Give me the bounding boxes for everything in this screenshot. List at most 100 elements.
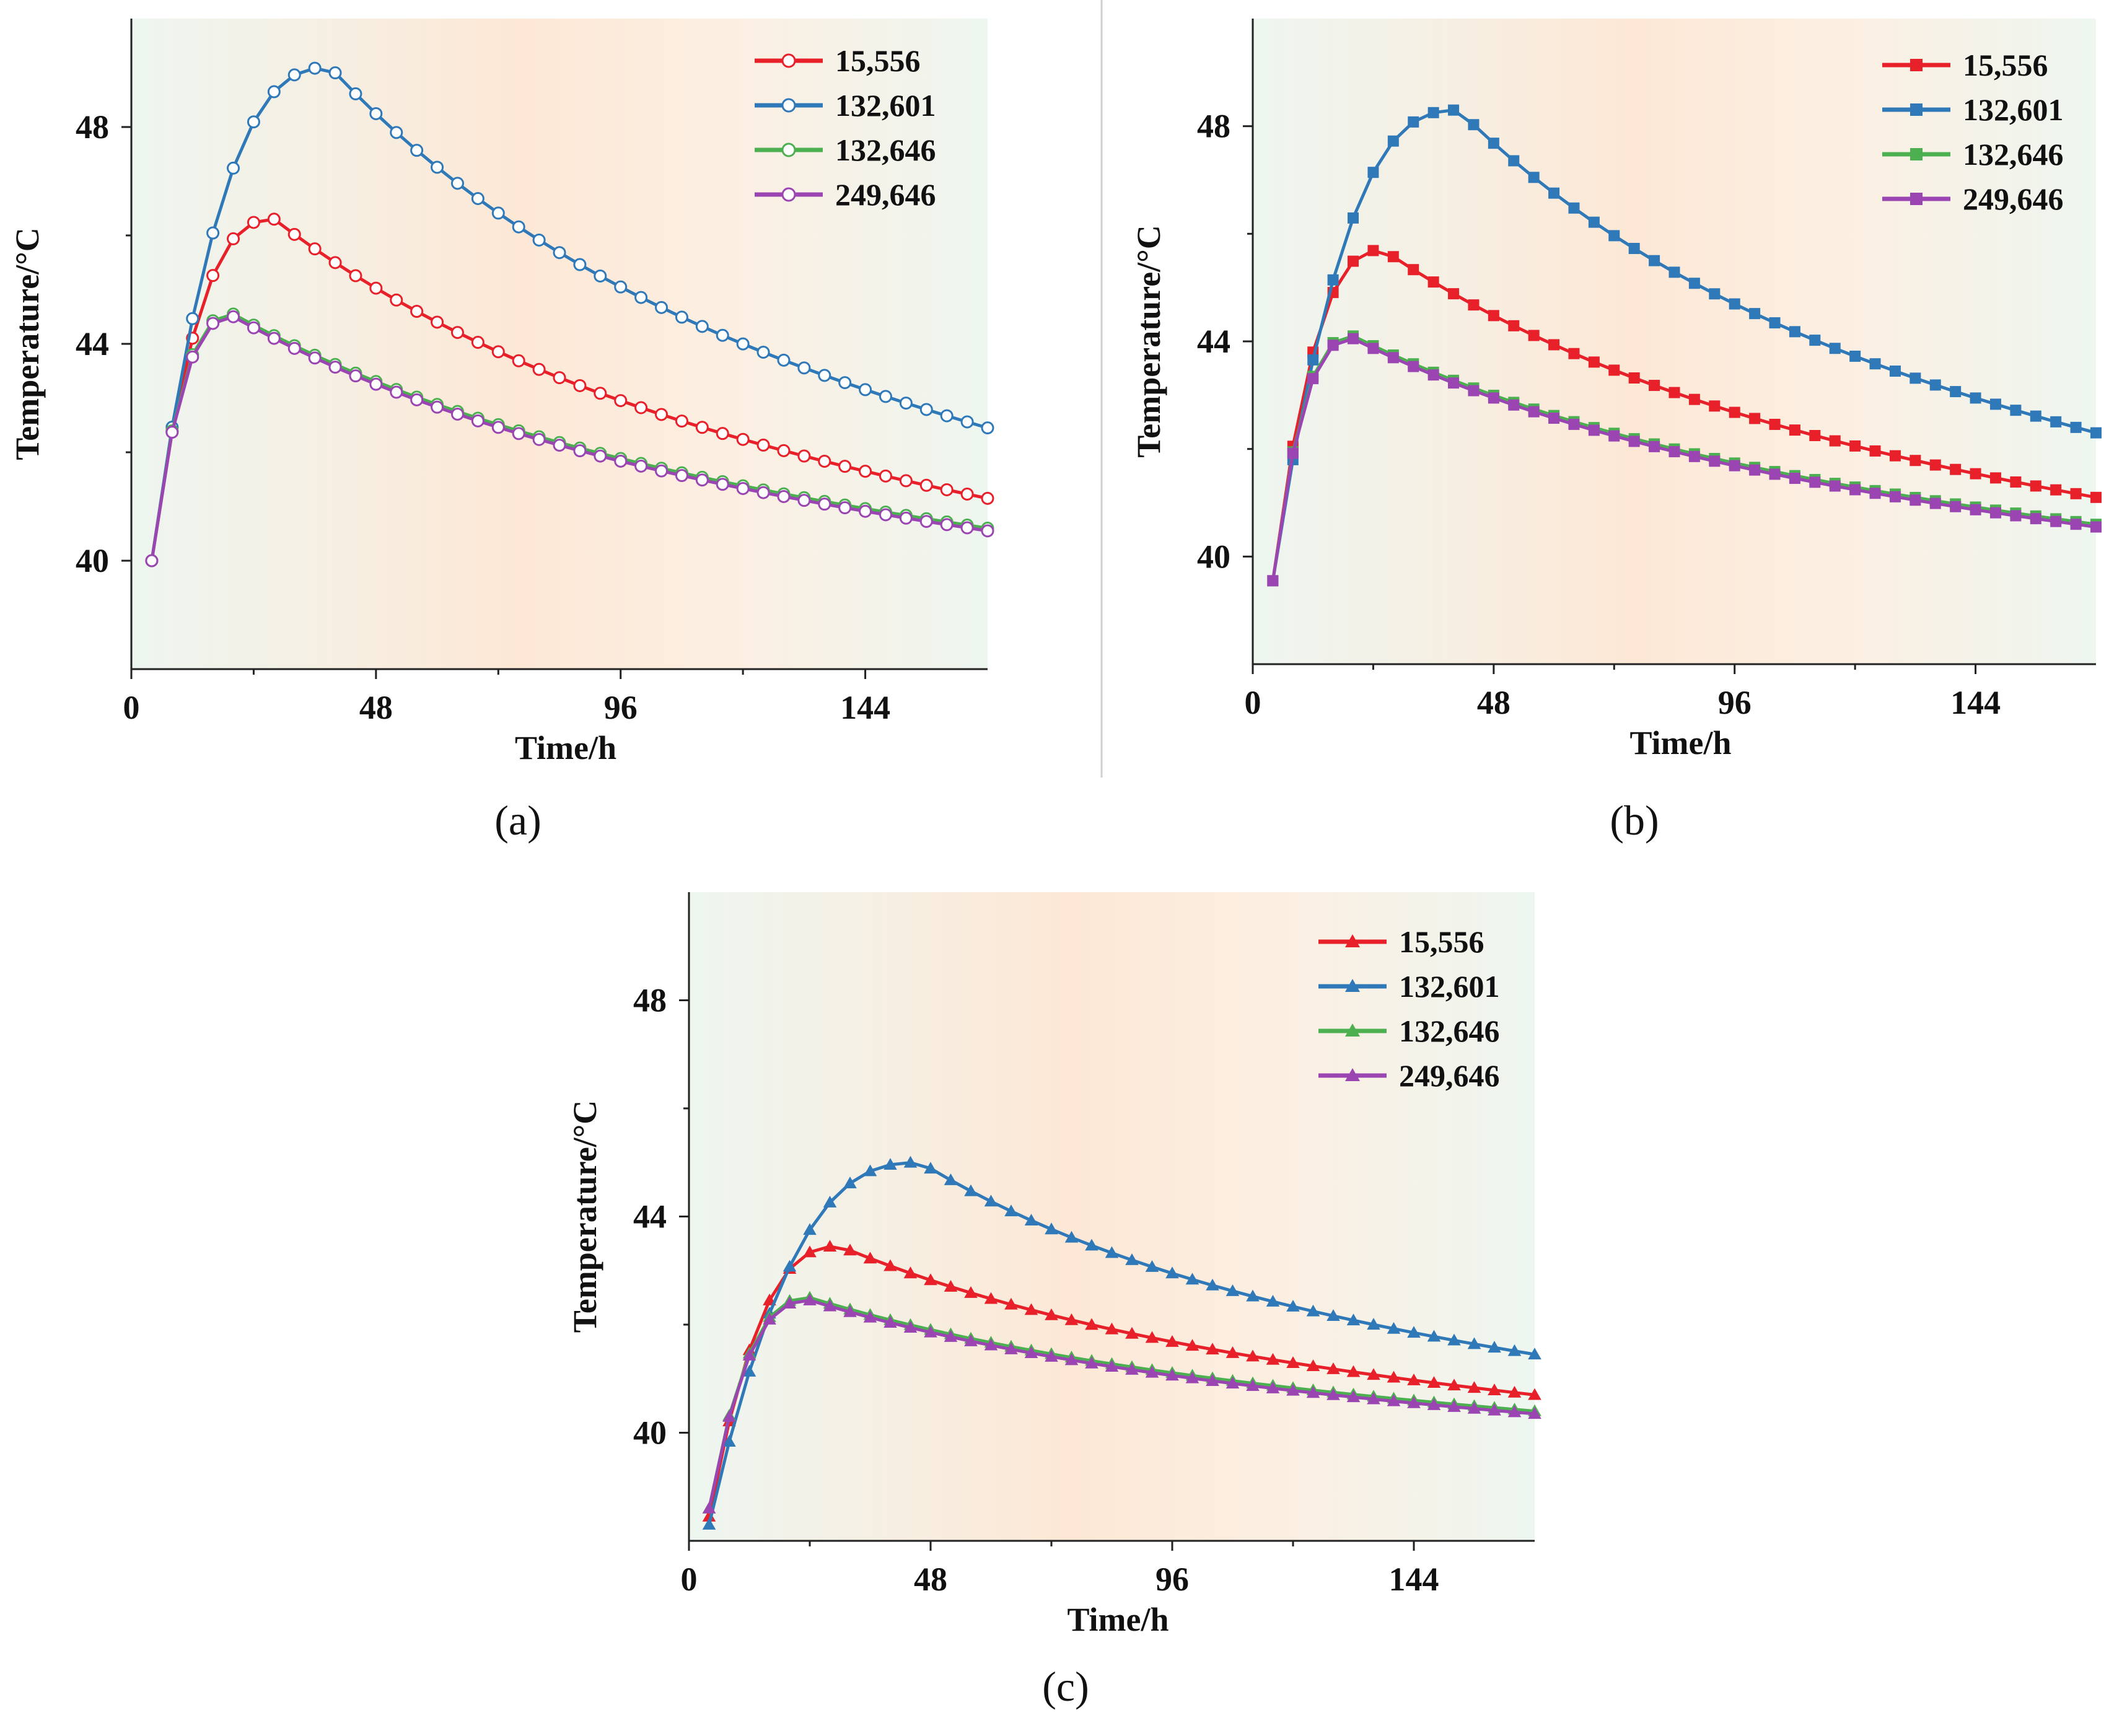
data-point: [1749, 413, 1761, 424]
data-point: [1488, 1383, 1501, 1396]
data-point: [349, 87, 362, 100]
data-point: [984, 1195, 998, 1207]
data-point: [1789, 326, 1800, 338]
data-point: [1989, 472, 2001, 484]
data-point: [1528, 1348, 1541, 1360]
data-point: [1345, 934, 1360, 947]
data-point: [863, 1252, 877, 1264]
data-point: [964, 1286, 978, 1298]
data-point: [1246, 1289, 1260, 1302]
data-point: [1568, 418, 1580, 430]
data-point: [328, 256, 342, 270]
legend-label: 132,646: [835, 133, 936, 167]
data-point: [308, 351, 322, 365]
data-point: [1508, 155, 1520, 167]
data-point: [410, 144, 424, 157]
data-point: [450, 408, 464, 421]
data-point: [2090, 521, 2102, 533]
data-point: [2010, 405, 2022, 416]
data-point: [756, 438, 770, 452]
data-point: [287, 68, 301, 82]
data-point: [1387, 135, 1399, 147]
data-point: [2010, 510, 2022, 522]
data-point: [984, 1292, 998, 1304]
data-point: [742, 1364, 756, 1377]
data-point: [1488, 392, 1499, 404]
data-point: [863, 1310, 877, 1323]
data-point: [722, 1409, 736, 1422]
data-point: [1064, 1313, 1079, 1325]
data-point: [823, 1240, 837, 1252]
plot-area: [689, 892, 1535, 1541]
data-point: [655, 464, 669, 478]
data-point: [742, 1348, 756, 1361]
data-point: [532, 233, 546, 247]
data-point: [1407, 1326, 1421, 1338]
data-point: [884, 1259, 897, 1271]
data-point: [594, 449, 607, 463]
data-point: [1326, 1309, 1340, 1322]
data-point: [1869, 358, 1881, 370]
data-point: [1528, 1407, 1541, 1419]
data-point: [981, 421, 994, 435]
data-point: [287, 227, 301, 241]
data-point: [186, 350, 200, 364]
data-point: [903, 1266, 918, 1279]
data-point: [1064, 1353, 1079, 1366]
data-point: [1929, 498, 1941, 509]
y-tick-label: 44: [1197, 323, 1230, 360]
data-point: [884, 1316, 897, 1328]
data-point: [1407, 1373, 1421, 1385]
data-point: [1448, 377, 1460, 389]
data-point: [716, 328, 729, 342]
data-point: [903, 1155, 918, 1168]
data-point: [1408, 116, 1419, 128]
data-point: [1206, 1374, 1219, 1386]
data-point: [1346, 1313, 1361, 1326]
data-point: [614, 454, 628, 468]
data-point: [1286, 1383, 1300, 1396]
data-point: [2070, 519, 2082, 530]
series-15,556: [145, 213, 994, 568]
data-point: [471, 336, 484, 349]
data-point: [763, 1312, 776, 1325]
y-tick-label: 48: [76, 108, 109, 146]
data-point: [1367, 343, 1379, 354]
data-point: [2050, 515, 2062, 527]
data-point: [532, 362, 546, 376]
data-point: [2070, 488, 2082, 499]
data-point: [1729, 406, 1740, 418]
data-point: [1448, 288, 1460, 300]
y-tick-label: 40: [1197, 538, 1230, 575]
data-point: [1246, 1349, 1260, 1362]
data-point: [797, 449, 811, 463]
x-tick-label: 144: [1950, 684, 2001, 721]
x-tick-label: 48: [914, 1561, 947, 1598]
data-point: [1226, 1284, 1240, 1296]
data-point: [777, 353, 791, 367]
data-point: [1809, 476, 1821, 488]
legend-label: 132,601: [835, 88, 936, 123]
data-point: [823, 1299, 837, 1312]
data-point: [781, 98, 796, 113]
legend-label: 132,646: [1399, 1014, 1500, 1048]
data-point: [165, 426, 179, 439]
data-point: [206, 226, 220, 240]
data-point: [1266, 1352, 1280, 1365]
data-point: [924, 1325, 937, 1338]
data-point: [1226, 1346, 1240, 1358]
data-point: [940, 483, 954, 496]
data-point: [1769, 468, 1781, 480]
data-point: [1709, 288, 1721, 300]
data-point: [573, 444, 587, 458]
data-point: [818, 369, 831, 382]
data-point: [2050, 484, 2062, 496]
data-point: [1024, 1346, 1038, 1358]
data-point: [1809, 335, 1821, 346]
data-point: [924, 1162, 937, 1174]
data-point: [1507, 1344, 1522, 1356]
data-point: [1789, 473, 1800, 484]
data-point: [267, 85, 281, 99]
data-point: [390, 293, 403, 307]
data-point: [2050, 416, 2062, 427]
